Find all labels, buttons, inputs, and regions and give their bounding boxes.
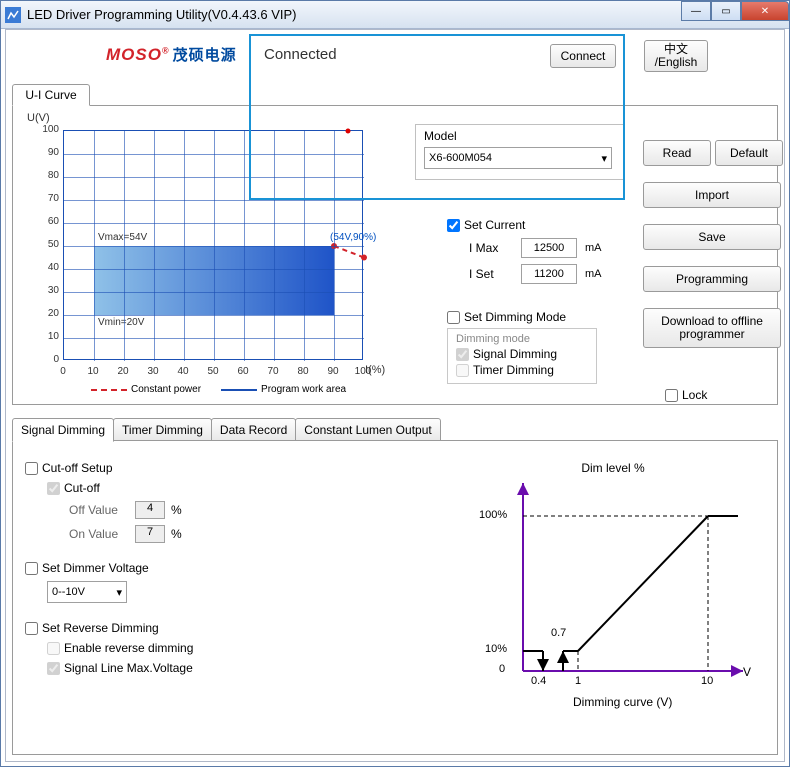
set-dimming-checkbox[interactable] [447,311,460,324]
connection-status: Connected [264,46,337,63]
set-dimmer-voltage-checkbox[interactable] [25,562,38,575]
model-group: Model X6-600M054 ▾ [415,124,625,180]
lock-checkbox[interactable] [665,389,678,402]
dimming-curve-chart: Dim level % [463,461,763,741]
model-dropdown[interactable]: X6-600M054 ▾ [424,147,612,169]
tab-timer-dimming[interactable]: Timer Dimming [113,418,212,442]
on-value-box[interactable]: 7 [135,525,165,543]
lock-group: Lock [665,388,707,402]
set-dimming-group: Set Dimming Mode Dimming mode Signal Dim… [447,308,597,384]
close-button[interactable]: ✕ [741,1,789,21]
download-offline-button[interactable]: Download to offline programmer [643,308,781,348]
cutoff-setup-checkbox[interactable] [25,462,38,475]
signal-line-maxv-checkbox[interactable] [47,662,60,675]
point-label: (54V,90%) [330,232,376,243]
off-value-box[interactable]: 4 [135,501,165,519]
y-axis-label: U(V) [27,112,50,124]
dimmer-voltage-dropdown[interactable]: 0--10V▾ [47,581,127,603]
logo: MOSO®茂硕电源 [106,44,237,65]
plot-area: Vmax=54V Vmin=20V (54V,90%) [63,130,363,360]
ui-curve-panel: U(V) Vmax=54V Vmin=20V (54V,90%) I(%) Co… [12,105,778,405]
enable-reverse-checkbox[interactable] [47,642,60,655]
iset-input[interactable] [521,264,577,284]
maximize-button[interactable]: ▭ [711,1,741,21]
vmin-label: Vmin=20V [98,317,144,328]
import-button[interactable]: Import [643,182,781,208]
language-button[interactable]: 中文 /English [644,40,708,72]
imax-input[interactable] [521,238,577,258]
app-icon [5,7,21,23]
chevron-down-icon: ▾ [601,152,607,165]
signal-dimming-panel: Cut-off Setup Cut-off Off Value4% On Val… [12,440,778,755]
chart-legend: Constant power Program work area [91,384,346,395]
window-title: LED Driver Programming Utility(V0.4.43.6… [27,7,296,22]
default-button[interactable]: Default [715,140,783,166]
signal-dimming-checkbox[interactable] [456,348,469,361]
chevron-down-icon: ▾ [116,586,122,599]
vmax-label: Vmax=54V [98,232,147,243]
tab-constant-lumen[interactable]: Constant Lumen Output [295,418,440,442]
cutoff-checkbox[interactable] [47,482,60,495]
ui-curve-chart: U(V) Vmax=54V Vmin=20V (54V,90%) I(%) Co… [21,112,381,392]
set-current-checkbox[interactable] [447,219,460,232]
minimize-button[interactable]: — [681,1,711,21]
set-reverse-dimming-checkbox[interactable] [25,622,38,635]
tab-ui-curve[interactable]: U-I Curve [12,84,90,106]
read-button[interactable]: Read [643,140,711,166]
save-button[interactable]: Save [643,224,781,250]
lower-tabs: Signal Dimming Timer Dimming Data Record… [12,418,440,442]
dimcurve-x-axis-label: Dimming curve (V) [573,695,672,709]
titlebar: LED Driver Programming Utility(V0.4.43.6… [1,1,789,29]
programming-button[interactable]: Programming [643,266,781,292]
tab-data-record[interactable]: Data Record [211,418,296,442]
tab-signal-dimming[interactable]: Signal Dimming [12,418,114,442]
connect-button[interactable]: Connect [550,44,616,68]
set-current-group: Set Current I MaxmA I SetmA [447,216,602,290]
dimcurve-title: Dim level % [463,461,763,475]
model-label: Model [424,129,616,143]
timer-dimming-checkbox[interactable] [456,364,469,377]
dimcurve-svg [513,491,753,711]
